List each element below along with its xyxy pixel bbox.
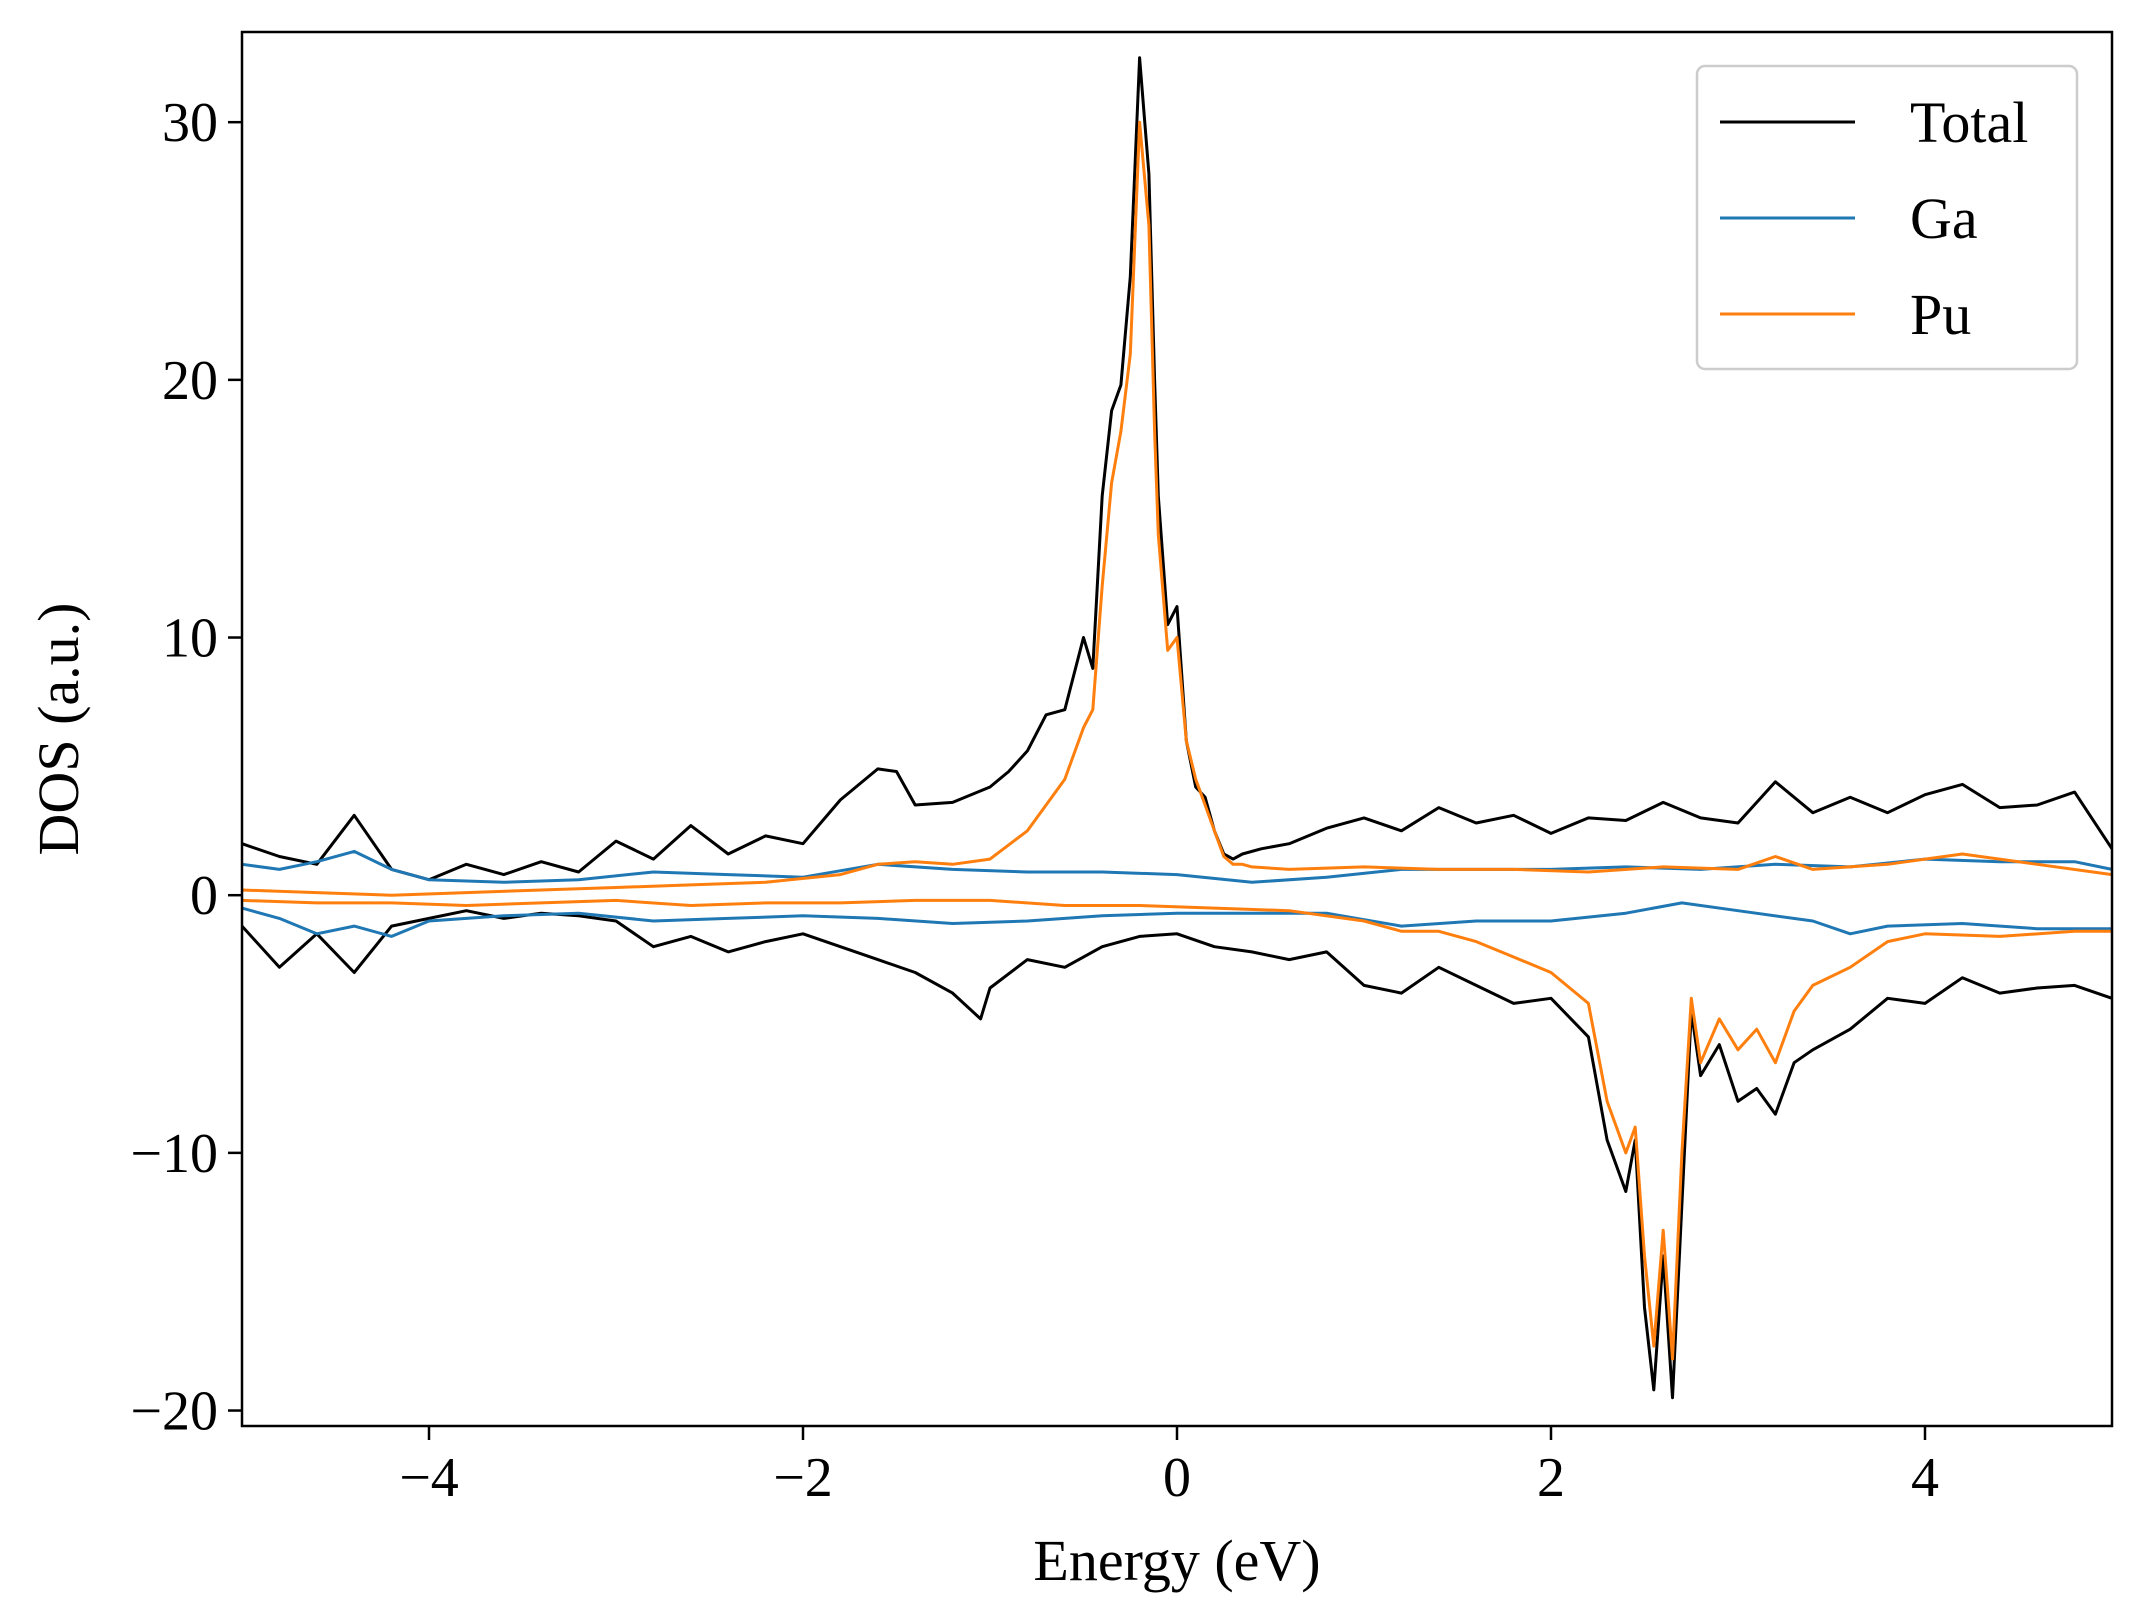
y-axis-label: DOS (a.u.) xyxy=(26,603,91,856)
x-axis-label: Energy (eV) xyxy=(1033,1528,1320,1593)
y-tick-label: −20 xyxy=(130,1381,218,1443)
series-line-pu-up xyxy=(241,120,2113,897)
x-tick-label: 0 xyxy=(1163,1447,1191,1509)
y-tick-label: 0 xyxy=(190,865,218,927)
series-layer xyxy=(240,56,2114,1400)
y-axis: −20 −10 0 10 20 30 xyxy=(130,92,242,1443)
legend-label-pu: Pu xyxy=(1910,282,1971,347)
legend-label-ga: Ga xyxy=(1910,186,1978,251)
y-tick-label: 10 xyxy=(162,608,218,670)
x-tick-label: 2 xyxy=(1537,1447,1565,1509)
x-tick-label: −2 xyxy=(773,1447,833,1509)
legend-label-total: Total xyxy=(1910,90,2028,155)
series-line-pu-down xyxy=(241,898,2112,1361)
y-tick-label: 30 xyxy=(162,92,218,154)
series-line-total-down xyxy=(240,909,2113,1400)
series-line-ga-down xyxy=(241,901,2112,938)
x-tick-label: 4 xyxy=(1911,1447,1939,1509)
legend: Total Ga Pu xyxy=(1695,64,2079,371)
y-tick-label: 20 xyxy=(162,350,218,412)
x-axis: −4 −2 0 2 4 xyxy=(399,1426,1939,1509)
legend-box xyxy=(1695,64,2079,371)
x-tick-label: −4 xyxy=(399,1447,459,1509)
y-tick-label: −10 xyxy=(130,1123,218,1185)
